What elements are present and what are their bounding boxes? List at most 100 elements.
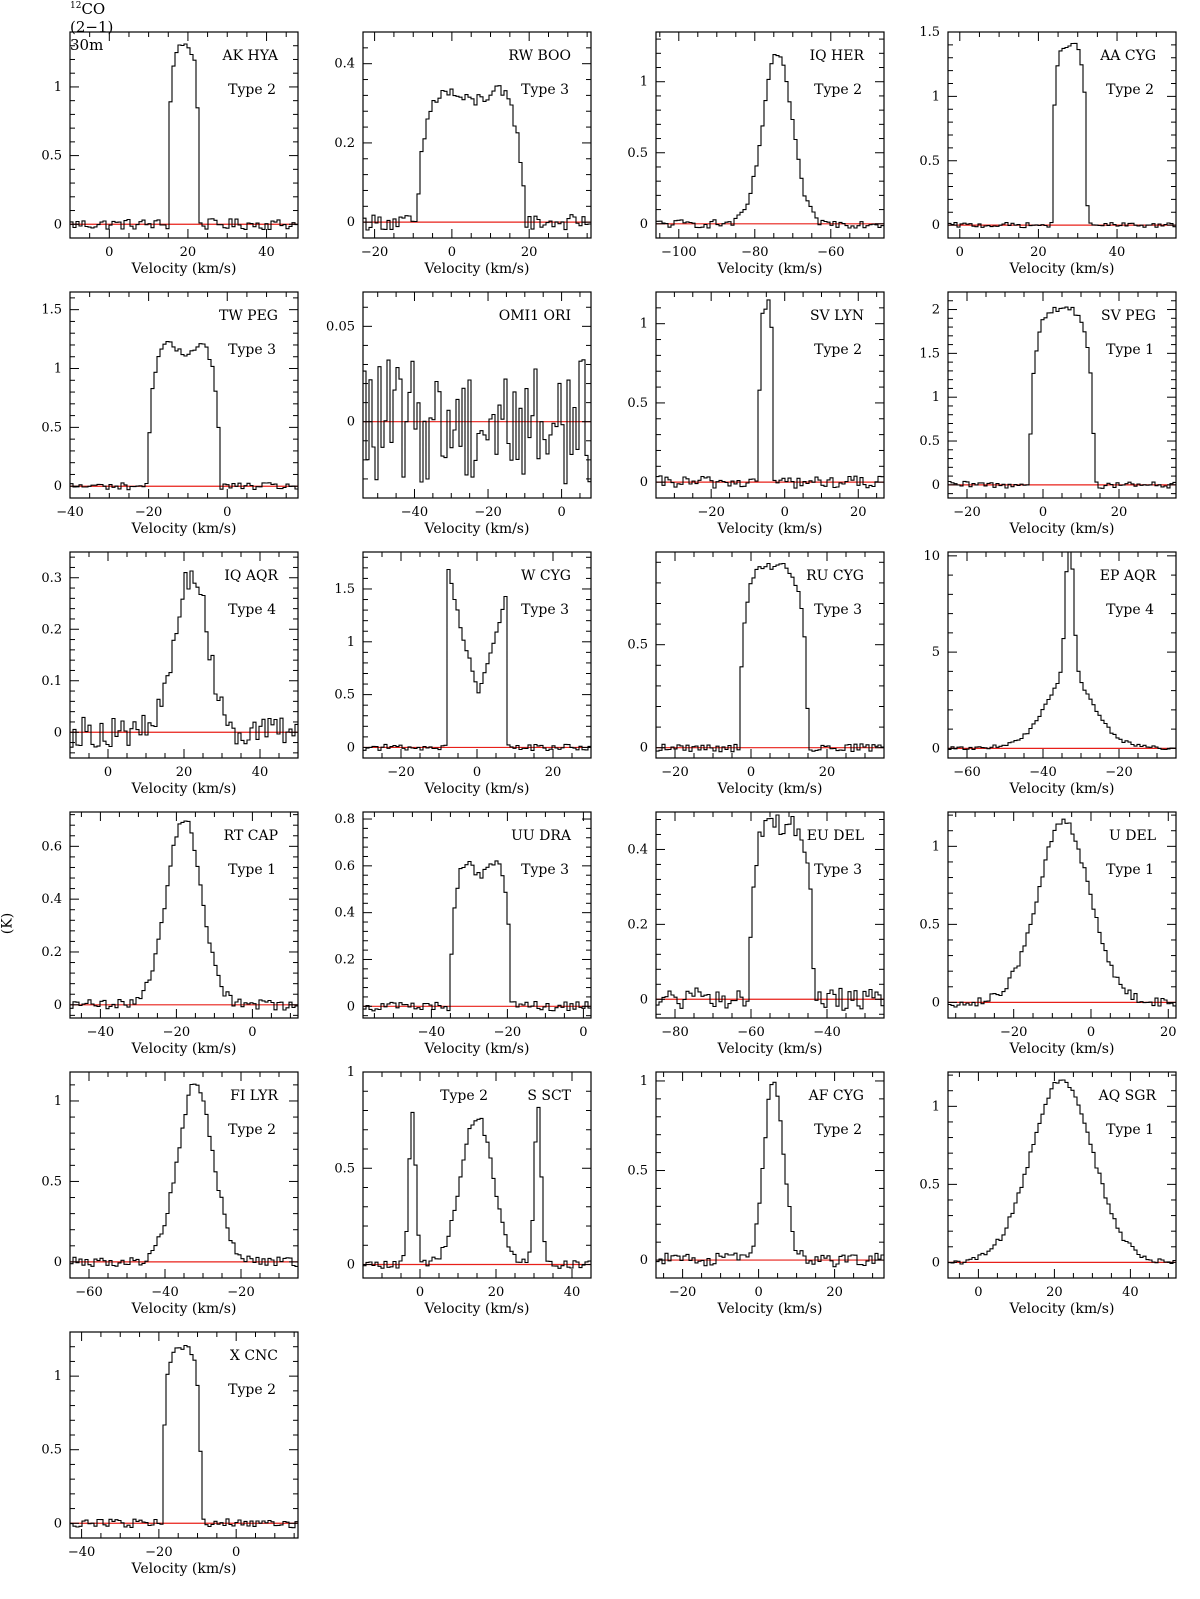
x-tick-label: 0 [473, 765, 481, 780]
x-axis-label: Velocity (km/s) [131, 261, 237, 277]
x-tick-label: −20 [1000, 1025, 1027, 1040]
plot-frame [69, 811, 299, 1019]
x-tick-label: 40 [564, 1285, 581, 1300]
spectrum-panel-9: −20 0 20 0 0.5 1 1.5 Velocity (km/s) W CYG Type 3 [334, 551, 592, 797]
star-name: FI LYR [230, 1088, 278, 1104]
y-tick-label: 0 [347, 740, 355, 755]
y-tick-label: 0 [640, 741, 648, 756]
type-label: Type 2 [814, 342, 862, 358]
spectrum-line [948, 306, 1176, 489]
y-tick-label: 0.5 [919, 917, 940, 932]
y-tick-label: 1 [932, 390, 940, 405]
type-label: Type 3 [228, 342, 276, 358]
y-tick-label: 0.2 [41, 622, 62, 637]
type-label: Type 3 [521, 862, 569, 878]
spectrum-line [70, 341, 298, 491]
y-tick-label: 0 [347, 999, 355, 1014]
x-tick-label: 0 [1087, 1025, 1095, 1040]
x-tick-label: −20 [494, 1025, 521, 1040]
x-axis-label: Velocity (km/s) [1009, 261, 1115, 277]
y-tick-label: 0.4 [334, 906, 355, 921]
spectrum-line [656, 1081, 884, 1268]
spectrum-line [363, 860, 591, 1012]
x-tick-label: −40 [401, 505, 428, 520]
plot-frame [362, 811, 592, 1019]
y-tick-label: 0.2 [334, 952, 355, 967]
x-tick-label: −60 [953, 765, 980, 780]
spectrum-line [656, 562, 884, 753]
x-tick-label: 20 [1111, 505, 1128, 520]
type-label: Type 2 [814, 1122, 862, 1138]
x-tick-label: 20 [850, 505, 867, 520]
plot-frame [655, 291, 885, 499]
y-tick-label: 1 [932, 839, 940, 854]
spectrum-line [70, 1083, 298, 1267]
x-axis-label: Velocity (km/s) [424, 1041, 530, 1057]
x-tick-label: 0 [781, 505, 789, 520]
y-tick-label: 0 [54, 725, 62, 740]
y-tick-label: 0 [347, 1258, 355, 1273]
spectrum-line [948, 1079, 1176, 1265]
spectrum-line [70, 43, 298, 230]
x-axis-label: Velocity (km/s) [717, 521, 823, 537]
y-tick-label: 0 [347, 215, 355, 230]
y-tick-label: 0.5 [627, 638, 648, 653]
x-tick-label: 20 [545, 765, 562, 780]
y-tick-label: 0.5 [627, 396, 648, 411]
y-tick-label: 0.5 [41, 1174, 62, 1189]
star-name: IQ AQR [224, 568, 278, 584]
y-tick-label: 0.2 [334, 136, 355, 151]
y-tick-label: 5 [932, 645, 940, 660]
star-name: EU DEL [807, 828, 864, 844]
x-tick-label: 0 [104, 765, 112, 780]
y-tick-label: 1 [640, 317, 648, 332]
x-tick-label: 20 [488, 1285, 505, 1300]
spectrum-line [363, 85, 591, 231]
y-tick-label: 1.5 [334, 582, 355, 597]
star-name: AF CYG [808, 1088, 864, 1104]
star-name: UU DRA [511, 828, 572, 844]
spectrum-line [656, 299, 884, 489]
x-tick-label: 0 [105, 245, 113, 260]
x-tick-label: 0 [754, 1285, 762, 1300]
x-axis-label: Velocity (km/s) [424, 781, 530, 797]
spectrum-panel-1: −20 0 20 0 0.2 0.4 Velocity (km/s) RW BOO Type 3 [334, 31, 592, 277]
star-name: U DEL [1109, 828, 1156, 844]
spectrum-panel-12: −40 −20 0 0 0.2 0.4 0.6 Velocity (km/s) RT CAP Ty… [41, 811, 299, 1057]
star-name: S SCT [527, 1088, 571, 1104]
spectrum-panel-8: 0 20 40 0 0.1 0.2 0.3 Velocity (km/s) IQ AQR Type… [41, 551, 299, 797]
plot-frame [362, 31, 592, 239]
x-tick-label: −20 [361, 245, 388, 260]
x-tick-label: 0 [974, 1285, 982, 1300]
star-name: AA CYG [1099, 48, 1156, 64]
x-tick-label: 0 [223, 505, 231, 520]
y-tick-label: 0.6 [334, 859, 355, 874]
spectrum-panel-20: −40 −20 0 0 0.5 1 Velocity (km/s) X CNC Type 2 [41, 1331, 299, 1577]
y-tick-label: 0.3 [41, 571, 62, 586]
x-tick-label: 20 [1030, 245, 1047, 260]
spectrum-line [948, 818, 1176, 1008]
x-axis-label: Velocity (km/s) [131, 1301, 237, 1317]
plot-frame [69, 291, 299, 499]
y-tick-label: 0.5 [41, 420, 62, 435]
y-tick-label: 1 [54, 362, 62, 377]
x-tick-label: −40 [151, 1285, 178, 1300]
y-tick-label: 1 [347, 635, 355, 650]
type-label: Type 2 [228, 1122, 276, 1138]
star-name: IQ HER [810, 48, 865, 64]
x-axis-label: Velocity (km/s) [424, 261, 530, 277]
type-label: Type 4 [1106, 602, 1154, 618]
x-axis-label: Velocity (km/s) [717, 1041, 823, 1057]
x-axis-label: Velocity (km/s) [1009, 781, 1115, 797]
type-label: Type 2 [440, 1088, 488, 1104]
x-tick-label: 20 [176, 765, 193, 780]
spectrum-panel-3: 0 20 40 0 0.5 1 1.5 Velocity (km/s) AA CYG Type 2 [919, 25, 1177, 277]
x-tick-label: −40 [68, 1545, 95, 1560]
type-label: Type 2 [228, 82, 276, 98]
spectrum-line [70, 1344, 298, 1529]
spectrum-panel-10: −20 0 20 0 0.5 Velocity (km/s) RU CYG Type 3 [627, 551, 885, 797]
type-label: Type 1 [1106, 862, 1154, 878]
y-tick-label: 0 [932, 478, 940, 493]
y-tick-label: 0.4 [627, 842, 648, 857]
x-tick-label: −20 [953, 505, 980, 520]
